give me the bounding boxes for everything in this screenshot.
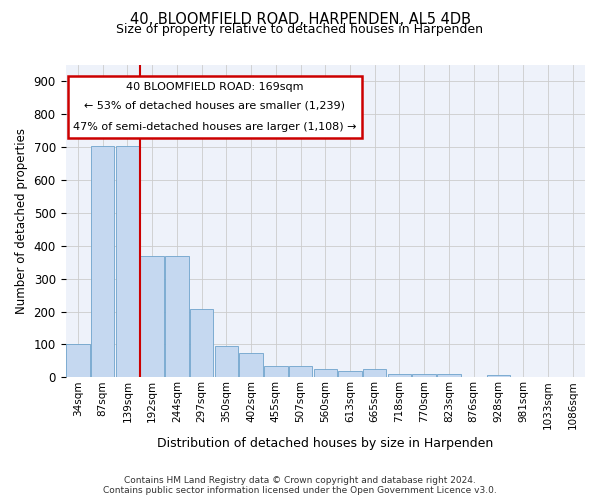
Bar [363,369,386,378]
Text: ← 53% of detached houses are smaller (1,239): ← 53% of detached houses are smaller (1,… [85,101,346,111]
X-axis label: Distribution of detached houses by size in Harpenden: Distribution of detached houses by size … [157,437,493,450]
Bar [264,366,287,378]
Text: Contains HM Land Registry data © Crown copyright and database right 2024.: Contains HM Land Registry data © Crown c… [124,476,476,485]
FancyBboxPatch shape [68,76,362,138]
Bar [140,256,164,378]
Text: 40 BLOOMFIELD ROAD: 169sqm: 40 BLOOMFIELD ROAD: 169sqm [126,82,304,92]
Y-axis label: Number of detached properties: Number of detached properties [15,128,28,314]
Bar [190,309,214,378]
Bar [289,366,312,378]
Text: Contains public sector information licensed under the Open Government Licence v3: Contains public sector information licen… [103,486,497,495]
Text: 47% of semi-detached houses are larger (1,108) →: 47% of semi-detached houses are larger (… [73,122,356,132]
Bar [388,374,411,378]
Bar [66,344,89,378]
Bar [116,146,139,378]
Text: Size of property relative to detached houses in Harpenden: Size of property relative to detached ho… [116,22,484,36]
Bar [215,346,238,378]
Bar [314,369,337,378]
Bar [91,146,115,378]
Text: 40, BLOOMFIELD ROAD, HARPENDEN, AL5 4DB: 40, BLOOMFIELD ROAD, HARPENDEN, AL5 4DB [130,12,470,28]
Bar [437,374,461,378]
Bar [239,354,263,378]
Bar [412,374,436,378]
Bar [338,370,362,378]
Bar [487,374,510,378]
Bar [165,256,188,378]
